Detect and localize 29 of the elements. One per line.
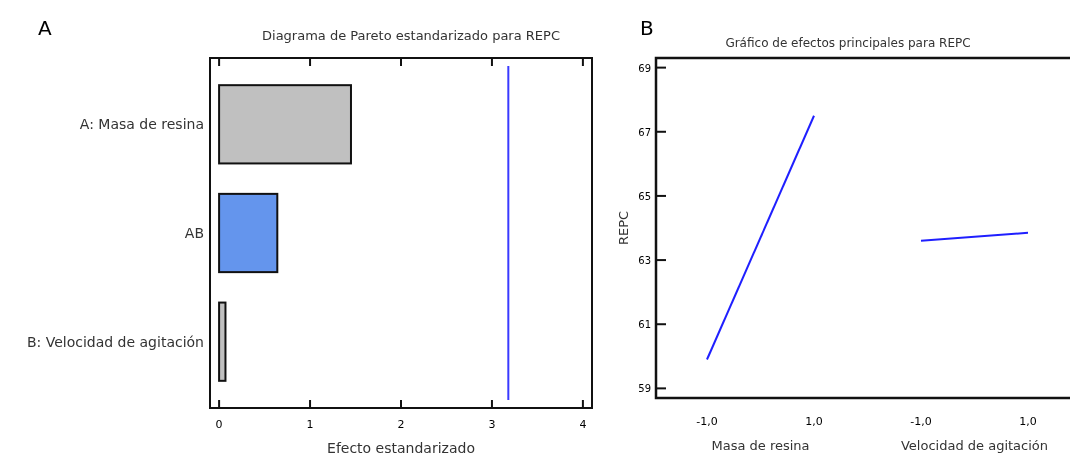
- bar: [218, 192, 279, 274]
- y-tick-label: 69: [638, 62, 651, 74]
- chart-title: Gráfico de efectos principales para REPC: [725, 36, 971, 50]
- x-tick-label: 1: [306, 418, 314, 431]
- y-tick-label: 65: [638, 190, 651, 202]
- x-tick-label: 1,0: [805, 415, 823, 428]
- x-tick-label: -1,0: [696, 415, 718, 428]
- x-tick-label: 4: [579, 418, 587, 431]
- x-tick-label: 1,0: [1019, 415, 1037, 428]
- y-axis-title: REPC: [616, 210, 631, 246]
- text: Masa de resina: [711, 438, 810, 453]
- y-tick-label: AB: [184, 225, 204, 241]
- x-tick-label: 0: [215, 418, 223, 431]
- y-tick-label: 59: [638, 383, 651, 395]
- y-tick-label: 63: [638, 255, 651, 267]
- bar: [218, 301, 227, 382]
- y-tick-label: 61: [638, 319, 651, 331]
- bar: [218, 84, 352, 165]
- y-tick-label: B: Velocidad de agitación: [26, 333, 204, 350]
- x-tick-label: 3: [488, 418, 496, 431]
- text: Velocidad de agitación: [900, 438, 1049, 453]
- chart-title: Diagrama de Pareto estandarizado para REPC: [262, 28, 560, 43]
- x-tick-label: 2: [397, 418, 405, 431]
- x-axis-title: Efecto estandarizado: [327, 440, 475, 456]
- x-tick-label: -1,0: [910, 415, 932, 428]
- y-tick-label: A: Masa de resina: [79, 116, 204, 133]
- text: B: [640, 16, 654, 40]
- text: A: [38, 16, 52, 40]
- y-tick-label: 67: [638, 126, 651, 138]
